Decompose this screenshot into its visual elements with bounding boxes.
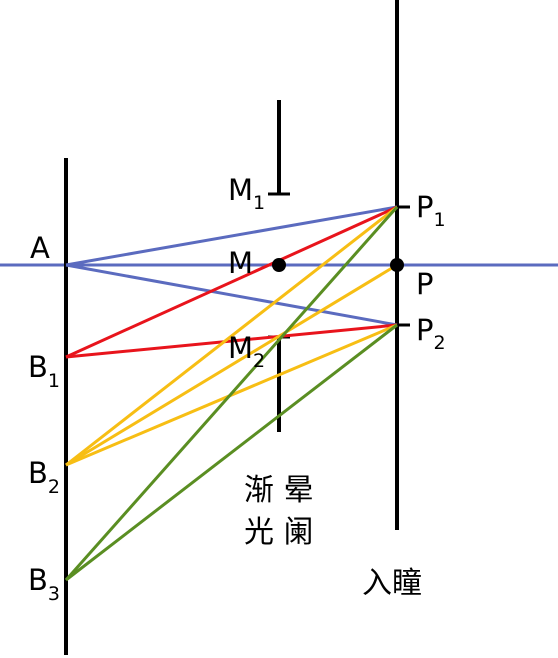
ray-B2-P1 xyxy=(65,205,398,467)
label-M1: M1 xyxy=(228,173,265,214)
ray-A-P1 xyxy=(65,205,398,267)
label-P: P xyxy=(416,267,434,301)
label-B2: B2 xyxy=(28,456,60,498)
label-P2: P2 xyxy=(416,313,446,354)
label-B3: B3 xyxy=(28,563,60,605)
ray-B1-P2 xyxy=(65,323,398,359)
ray-B2-P xyxy=(65,263,398,467)
label-B1: B1 xyxy=(28,350,60,392)
ray-A-P2 xyxy=(65,263,398,327)
label-M: M xyxy=(228,246,253,280)
point-M-dot xyxy=(272,258,286,272)
ray-B3-P2 xyxy=(65,323,398,582)
label-A: A xyxy=(30,231,50,265)
rays-group xyxy=(64,205,399,582)
entrance-pupil-label: 入瞳 xyxy=(362,566,422,601)
ray-B1-P1 xyxy=(65,205,398,359)
vignetting-stop-label-line2: 光 阑 xyxy=(244,515,314,550)
vignetting-stop-label-line1: 渐 晕 xyxy=(244,473,314,508)
point-P-dot xyxy=(390,258,404,272)
ray-B3-P1 xyxy=(64,206,399,581)
label-M2: M2 xyxy=(228,331,265,372)
label-P1: P1 xyxy=(416,190,446,231)
